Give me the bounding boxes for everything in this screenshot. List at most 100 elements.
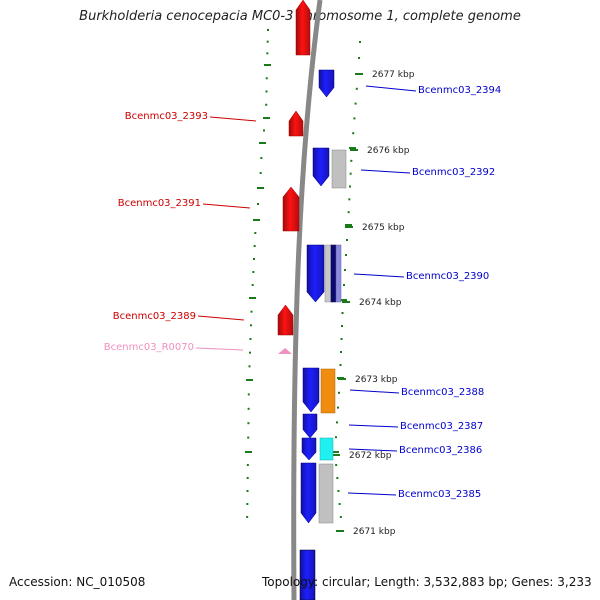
scale-major-tick [355, 73, 363, 75]
forward-gene-label[interactable]: Bcenmc03_2393 [125, 111, 208, 122]
outer-ring-tick [337, 406, 339, 409]
inner-ring-tick [249, 297, 256, 299]
scale-major-tick [338, 378, 346, 380]
inner-ring-tick [253, 245, 256, 247]
reverse-gene-arrow [299, 549, 316, 600]
inner-ring-tick [260, 157, 263, 159]
forward-gene-arrow [295, 0, 311, 56]
reverse-gene-arrow [302, 413, 318, 439]
scale-major-tick [345, 226, 353, 228]
reverse-gene-label-leader [360, 169, 411, 174]
outer-ring-tick [345, 224, 352, 226]
cog-category-box [324, 244, 332, 303]
forward-gene-label-leader [202, 203, 251, 209]
inner-ring-tick [246, 379, 253, 381]
inner-ring-tick [263, 129, 265, 132]
outer-ring-tick [350, 159, 353, 162]
outer-ring-tick [341, 325, 343, 327]
forward-gene-arrow [277, 304, 294, 336]
accession-label: Accession: NC_010508 [9, 575, 146, 589]
inner-ring-tick [257, 203, 259, 205]
outer-ring-tick [339, 364, 342, 366]
reverse-gene-label[interactable]: Bcenmc03_2394 [418, 85, 501, 96]
inner-ring-tick [259, 172, 262, 174]
inner-ring-tick [246, 477, 249, 479]
outer-ring-tick [335, 464, 338, 466]
outer-ring-tick [349, 147, 356, 149]
reverse-gene-label[interactable]: Bcenmc03_2392 [412, 167, 495, 178]
rna-gene-marker [278, 348, 292, 354]
outer-ring-tick [335, 436, 337, 439]
forward-gene-label-leader [209, 116, 257, 122]
outer-ring-tick [349, 185, 351, 188]
scale-major-tick [350, 149, 358, 151]
rna-gene-label[interactable]: Bcenmc03_R0070 [104, 342, 194, 353]
genome-summary: Topology: circular; Length: 3,532,883 bp… [262, 575, 592, 589]
forward-gene-label[interactable]: Bcenmc03_2391 [118, 198, 201, 209]
outer-ring-tick [340, 338, 343, 340]
inner-ring-tick [250, 310, 253, 313]
inner-ring-tick [251, 284, 254, 286]
cog-category-box [320, 368, 336, 414]
forward-gene-label-leader [197, 315, 245, 321]
inner-ring-tick [265, 90, 268, 93]
outer-ring-tick [343, 284, 345, 286]
cog-category-box [331, 149, 347, 189]
outer-ring-tick [337, 490, 340, 492]
outer-ring-tick [340, 299, 347, 301]
reverse-gene-label[interactable]: Bcenmc03_2390 [406, 271, 489, 282]
reverse-gene-arrow [312, 147, 330, 187]
rna-gene-label-leader [195, 347, 244, 351]
reverse-gene-arrow [306, 244, 325, 303]
reverse-gene-label[interactable]: Bcenmc03_2387 [400, 421, 483, 432]
inner-ring-tick [247, 422, 250, 425]
inner-ring-tick [247, 436, 250, 439]
inner-ring-tick [247, 407, 250, 410]
cog-category-box [335, 244, 342, 303]
inner-ring-tick [248, 365, 251, 368]
inner-ring-tick [259, 142, 266, 144]
outer-ring-tick [336, 421, 338, 424]
outer-ring-tick [355, 87, 358, 90]
inner-ring-tick [264, 64, 271, 66]
scale-major-tick [336, 530, 344, 532]
reverse-gene-label[interactable]: Bcenmc03_2385 [398, 489, 481, 500]
reverse-gene-label-leader [347, 492, 397, 496]
forward-gene-label[interactable]: Bcenmc03_2389 [113, 311, 196, 322]
inner-ring-tick [246, 503, 249, 505]
reverse-gene-label-leader [348, 424, 399, 428]
outer-ring-tick [345, 254, 347, 256]
scale-label: 2677 kbp [372, 70, 415, 80]
outer-ring-tick [354, 102, 357, 105]
inner-ring-tick [253, 258, 255, 260]
inner-ring-tick [253, 219, 260, 221]
outer-ring-tick [336, 477, 339, 479]
outer-ring-tick [338, 391, 340, 394]
outer-ring-tick [338, 503, 341, 505]
scale-label: 2672 kbp [349, 451, 392, 461]
cog-category-box [330, 244, 337, 303]
inner-ring-tick [267, 29, 269, 31]
inner-ring-tick [247, 393, 250, 396]
scale-label: 2675 kbp [362, 223, 405, 233]
inner-ring-tick [246, 490, 249, 492]
outer-ring-tick [346, 239, 348, 241]
reverse-gene-arrow [302, 367, 320, 413]
reverse-gene-label-leader [348, 448, 398, 452]
outer-ring-tick [348, 198, 351, 201]
reverse-gene-arrow [301, 437, 317, 461]
reverse-gene-label[interactable]: Bcenmc03_2388 [401, 387, 484, 398]
inner-ring-tick [254, 232, 257, 234]
reverse-gene-label[interactable]: Bcenmc03_2386 [399, 445, 482, 456]
forward-gene-arrow [288, 110, 304, 137]
outer-ring-tick [344, 269, 346, 271]
inner-ring-tick [252, 271, 255, 273]
outer-ring-tick [359, 41, 361, 43]
inner-ring-tick [246, 516, 249, 518]
inner-ring-tick [265, 103, 268, 106]
reverse-gene-label-leader [349, 389, 400, 394]
cog-category-box [318, 463, 334, 524]
reverse-gene-label-leader [353, 273, 405, 278]
inner-ring-tick [266, 52, 269, 55]
